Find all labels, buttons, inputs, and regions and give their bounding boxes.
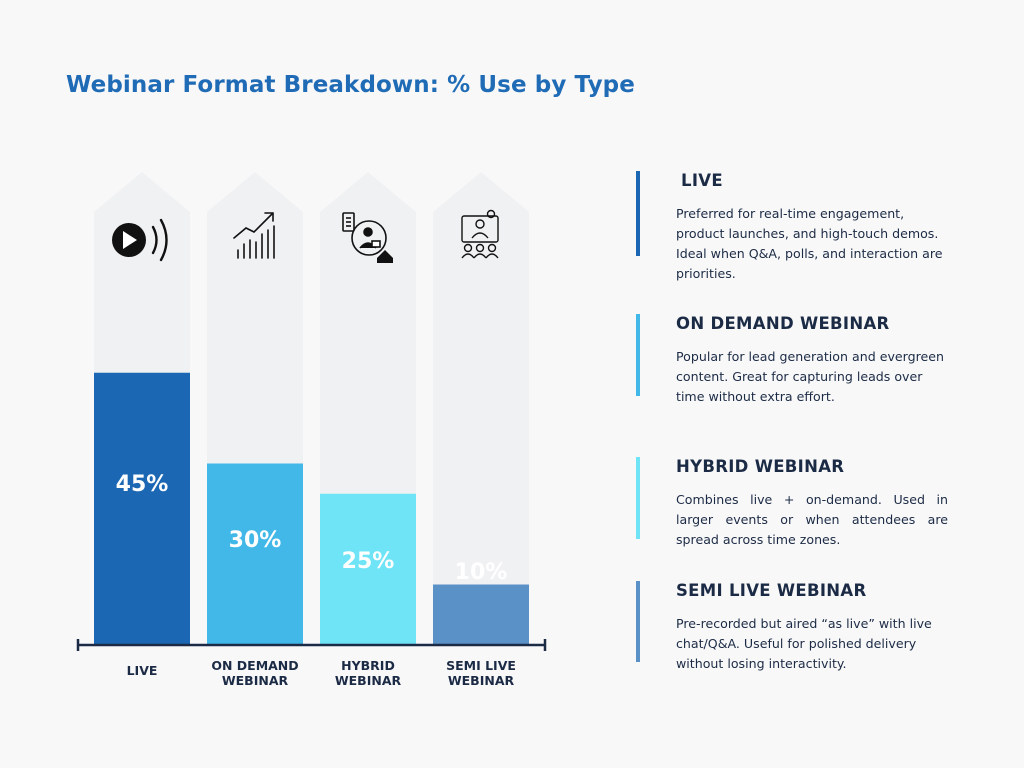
x-tick-label: LIVE: [127, 663, 158, 678]
chart-title: Webinar Format Breakdown: % Use by Type: [66, 72, 635, 98]
desc-hybrid-text: Combines live + on-demand. Used in large…: [676, 492, 948, 547]
play-broadcast-icon: [112, 218, 168, 262]
desc-live-title: LIVE: [681, 171, 723, 190]
bar-value-label: 10%: [455, 560, 508, 585]
x-tick-label: WEBINAR: [335, 673, 402, 688]
bar-1: [207, 463, 303, 645]
desc-on-demand-accent: [636, 314, 640, 396]
desc-on-demand-text: Popular for lead generation and evergree…: [676, 349, 944, 404]
x-tick-label: ON DEMAND: [211, 658, 298, 673]
bar-3: [433, 584, 529, 645]
bar-0: [94, 372, 190, 645]
audience-presenter-icon: [461, 209, 499, 259]
growth-chart-icon: [233, 212, 275, 259]
x-tick-label: WEBINAR: [448, 673, 515, 688]
desc-live-accent: [636, 171, 640, 256]
desc-on-demand-title: ON DEMAND WEBINAR: [676, 314, 890, 333]
bar-track: [433, 172, 529, 645]
bar-value-label: 25%: [342, 549, 395, 574]
x-tick-label: SEMI LIVE: [446, 658, 516, 673]
desc-hybrid-accent: [636, 457, 640, 539]
bar-2: [320, 493, 416, 645]
desc-semi-live-text: Pre-recorded but aired “as live” with li…: [676, 616, 932, 671]
desc-semi-live-accent: [636, 581, 640, 662]
desc-semi-live-title: SEMI LIVE WEBINAR: [676, 581, 867, 600]
remote-work-icon: [342, 212, 393, 263]
x-tick-label: HYBRID: [341, 658, 395, 673]
desc-live-text: Preferred for real-time engagement, prod…: [676, 206, 943, 281]
bar-value-label: 30%: [229, 528, 282, 553]
x-tick-label: WEBINAR: [222, 673, 289, 688]
desc-hybrid-title: HYBRID WEBINAR: [676, 457, 845, 476]
bar-value-label: 45%: [116, 472, 169, 497]
